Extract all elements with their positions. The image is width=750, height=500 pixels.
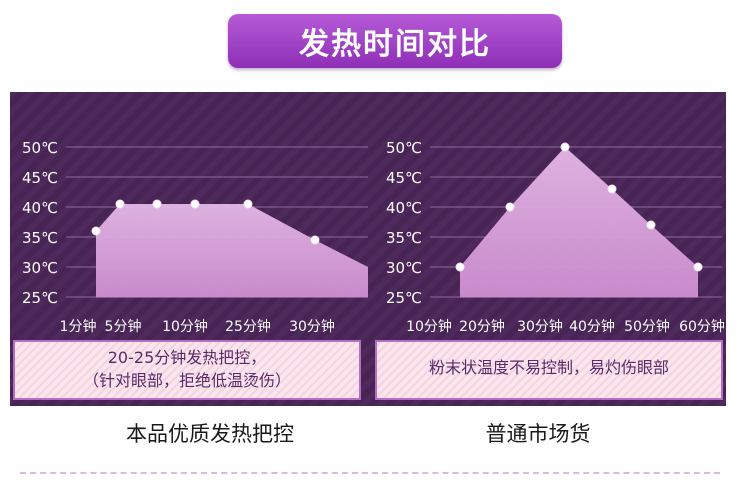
caption-right: 普通市场货 [485,422,591,446]
y-tick-label: 45℃ [386,169,422,187]
data-point [505,202,515,212]
data-point [243,199,253,209]
x-tick-label: 5分钟 [105,318,142,335]
x-tick-label: 60分钟 [679,318,725,335]
data-point [455,262,465,272]
temperature-area [96,204,368,298]
note-text: 20-25分钟发热把控， [108,348,267,367]
chart-right: 50℃ 45℃ 40℃ 35℃ 30℃ 25℃ 10分钟 20分钟 30分钟 40分钟 50分钟 60… [375,139,725,400]
data-point [310,235,320,245]
note-box [375,340,723,400]
note-box [13,340,361,400]
x-tick-label: 40分钟 [569,318,615,335]
x-tick-label: 30分钟 [289,318,335,335]
data-point [190,199,200,209]
x-tick-label: 30分钟 [517,318,563,335]
y-tick-label: 35℃ [386,229,422,247]
x-tick-label: 20分钟 [459,318,505,335]
page-title: 发热时间对比 [228,14,562,68]
y-tick-label: 30℃ [386,259,422,277]
data-point [607,184,617,194]
y-tick-label: 35℃ [22,229,58,247]
note-text: （针对眼部，拒绝低温烫伤） [83,371,291,390]
data-point [693,262,703,272]
y-tick-label: 50℃ [386,139,422,157]
y-tick-label: 50℃ [22,139,58,157]
caption-left: 本品优质发热把控 [126,422,294,446]
bottom-divider [20,472,720,474]
y-tick-label: 40℃ [386,199,422,217]
x-tick-label: 1分钟 [60,318,97,335]
y-tick-label: 45℃ [22,169,58,187]
x-tick-label: 10分钟 [162,318,208,335]
x-tick-label: 10分钟 [406,318,452,335]
y-tick-label: 25℃ [386,289,422,307]
data-point [91,226,101,236]
y-tick-label: 40℃ [22,199,58,217]
y-tick-label: 30℃ [22,259,58,277]
data-point [560,142,570,152]
x-tick-label: 50分钟 [624,318,670,335]
data-point [152,199,162,209]
data-point [646,220,656,230]
y-tick-label: 25℃ [22,289,58,307]
x-tick-label: 25分钟 [225,318,271,335]
note-text: 粉末状温度不易控制，易灼伤眼部 [429,358,669,377]
data-point [115,199,125,209]
temperature-area [460,147,698,298]
